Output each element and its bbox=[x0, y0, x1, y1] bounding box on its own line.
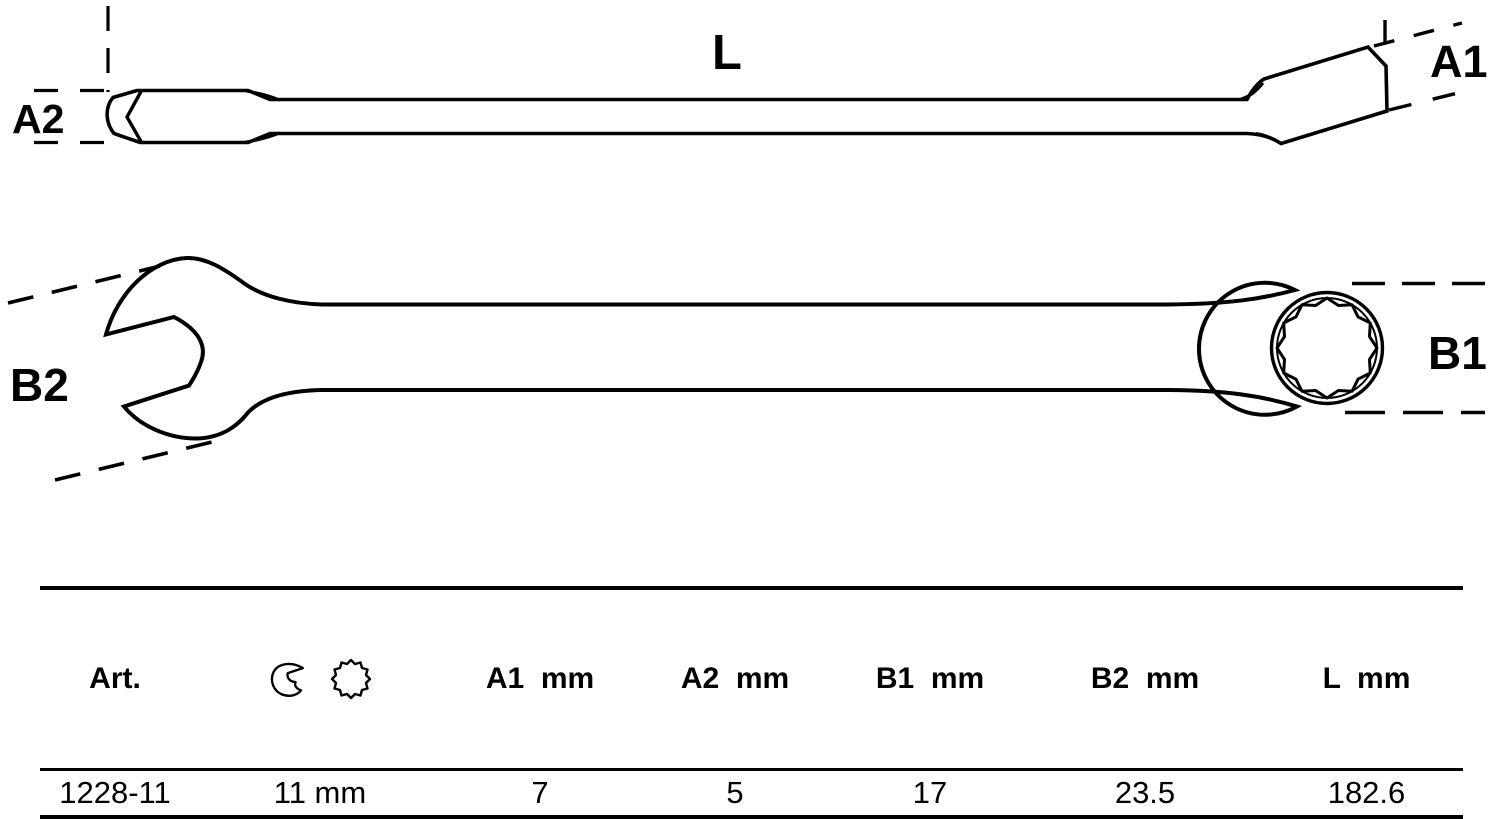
12-point-ring-icon bbox=[330, 658, 372, 700]
cell-b1: 17 bbox=[912, 775, 948, 810]
cell-art: 1228-11 bbox=[59, 775, 171, 810]
header-art: Art. bbox=[89, 662, 141, 695]
open-end-wrench-icon bbox=[270, 662, 304, 697]
label-b2: B2 bbox=[10, 359, 69, 411]
cell-l: 182.6 bbox=[1327, 775, 1406, 810]
cell-a2: 5 bbox=[726, 775, 744, 810]
side-view-drawing bbox=[34, 6, 1471, 146]
top-view-outline bbox=[103, 255, 1303, 441]
dimension-line-a1-top bbox=[1373, 21, 1463, 48]
side-view-top-notch bbox=[245, 89, 281, 102]
header-a2: A2 mm bbox=[680, 662, 790, 695]
header-a1: A1 mm bbox=[485, 662, 595, 695]
wrench-technical-drawing: L A1 A2 B1 B2 bbox=[7, 6, 1488, 482]
dimension-line-b2-bottom bbox=[54, 439, 215, 482]
spec-table: Art. A1 mm A2 mm B1 mm B2 mm L mm 1228-1… bbox=[40, 586, 1463, 819]
header-size-icons bbox=[190, 588, 450, 770]
label-b1: B1 bbox=[1428, 327, 1487, 379]
top-view-drawing bbox=[7, 255, 1485, 482]
cell-a1: 7 bbox=[531, 775, 549, 810]
label-length: L bbox=[712, 26, 742, 80]
ring-profile-circle bbox=[1276, 297, 1378, 399]
label-a2: A2 bbox=[12, 96, 64, 142]
table-row: 1228-11 11 mm 7 5 17 23.5 182.6 bbox=[40, 770, 1463, 818]
side-view-outline bbox=[105, 44, 1389, 146]
side-view-bottom-notch bbox=[245, 131, 281, 144]
header-l: L mm bbox=[1322, 662, 1411, 695]
header-b1: B1 mm bbox=[875, 662, 985, 695]
side-view-ring-top-notch bbox=[1239, 82, 1265, 101]
side-view-jaw-inner-line bbox=[125, 90, 143, 143]
ring-inner-circle bbox=[1269, 290, 1385, 406]
spec-table-header-row: Art. A1 mm A2 mm B1 mm B2 mm L mm bbox=[40, 588, 1463, 770]
label-a1: A1 bbox=[1430, 36, 1488, 87]
dimension-line-a1-bottom bbox=[1388, 88, 1471, 112]
side-view-ring-bottom-notch bbox=[1255, 132, 1280, 144]
cell-b2: 23.5 bbox=[1114, 775, 1176, 810]
cell-size: 11 mm bbox=[273, 775, 367, 810]
header-b2: B2 mm bbox=[1090, 662, 1200, 695]
ring-12-point-profile bbox=[1275, 296, 1379, 400]
